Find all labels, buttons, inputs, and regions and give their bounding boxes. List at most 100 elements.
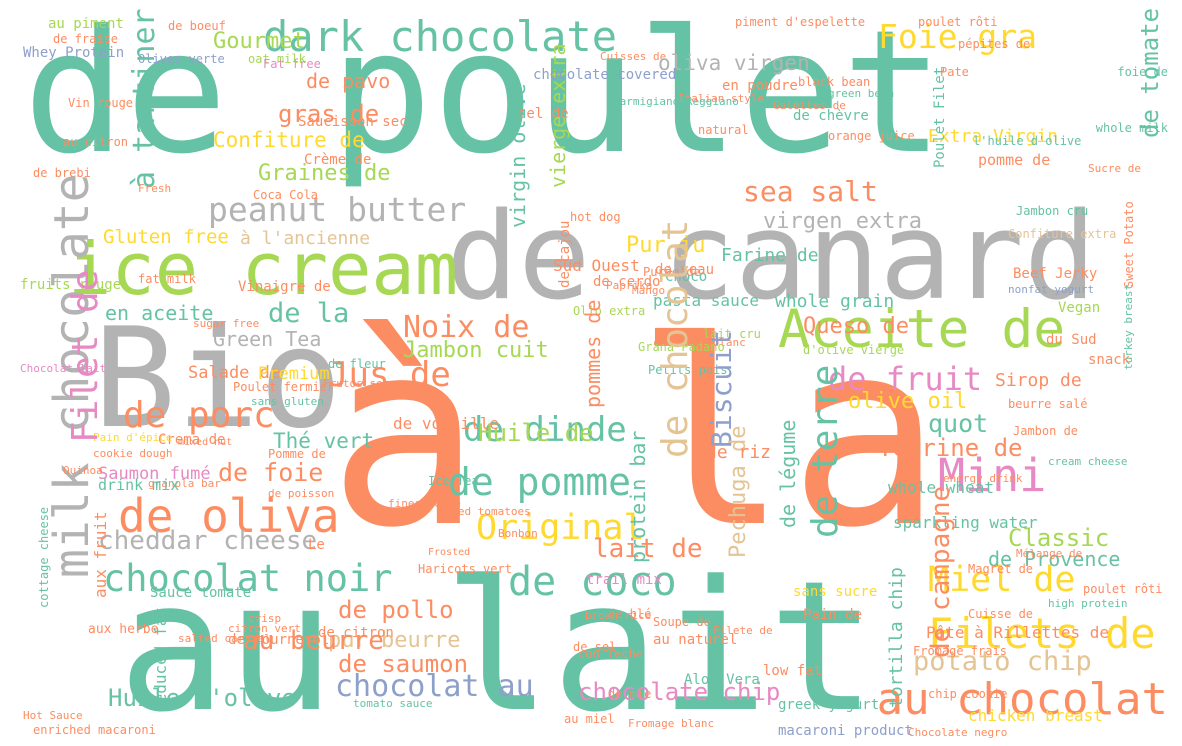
word-huile-de: Huile de: [478, 419, 594, 447]
word-pommes-de: pommes de: [581, 299, 605, 408]
word-pur-beurre: pur beurre: [328, 628, 461, 653]
word-sel-de: sel de: [518, 106, 569, 122]
word-de-poisson: de poisson: [268, 487, 335, 500]
word-potato-chip: potato chip: [913, 646, 1092, 677]
word-chocolat-blanc: chocolat blanc: [653, 336, 746, 349]
word-salted-caramel: salted caramel: [178, 632, 271, 645]
word-pain-de: Pain de: [803, 607, 863, 623]
word-vin-rouge: Vin rouge: [68, 96, 134, 110]
word-de-fleur: de fleur: [328, 357, 386, 371]
word-pepites-de: pépites de: [958, 37, 1031, 51]
word-frutos-secos: Frutos secos: [323, 377, 403, 390]
word-fromage-blanc: Fromage blanc: [628, 717, 715, 730]
word-jambon-de: Jambon de: [1013, 424, 1079, 438]
word-au-miel: au miel: [564, 712, 615, 726]
word-farine-de: Farine de: [721, 245, 819, 266]
word-quinoa: Quinoa: [63, 464, 103, 477]
word-en-aceite: en aceite: [105, 301, 214, 325]
word-de-legume: de légume: [776, 419, 800, 528]
word-low-fat: low fat: [763, 663, 823, 679]
word-de-pavo: de pavo: [306, 69, 391, 93]
word-de-tournesol: de tournesol: [228, 632, 330, 648]
word-chocolate-chip: chocolate chip: [578, 678, 781, 706]
word-pur-ju: Pur ju: [626, 233, 706, 258]
word-de-saumon: de saumon: [338, 650, 469, 678]
word-fresh: Fresh: [138, 182, 172, 195]
word-a-tartiner: à tartiner: [127, 8, 162, 189]
word-foie-gra: Foie gra: [878, 17, 1037, 56]
word-lait-de: lait de: [593, 534, 703, 564]
word-de-oliva: de oliva: [118, 489, 340, 543]
word-mixed-nut: mixed nut: [178, 437, 233, 448]
word-jambon-cru: Jambon cru: [1016, 204, 1089, 218]
word-jus-de: Jus de: [328, 355, 451, 395]
word-de-volaille: de volaille: [393, 414, 499, 433]
word-cloud: de poulet à la au lait de canard Bio ice crea…: [8, 8, 1168, 738]
word-au-piment: au piment: [48, 16, 124, 32]
word-bio: Bio: [93, 298, 343, 459]
word-sud-ouest: Sud Ouest: [553, 256, 640, 275]
word-vierge-extra: vierge extra: [546, 43, 570, 189]
word-terrine-de: Terrine de: [878, 434, 1023, 462]
word-galettes-de: Galettes de: [773, 99, 846, 112]
word-quot: quot: [928, 409, 989, 438]
word-turkey-breast: turkey breast: [1122, 283, 1135, 370]
word-de-boeuf: de boeuf: [168, 19, 226, 33]
word-whole-grain: whole grain: [775, 291, 895, 312]
word-green-tea: Green Tea: [213, 327, 322, 351]
word-de-porc: de porc: [123, 395, 275, 436]
word-olives-verte: Olives verte: [138, 52, 225, 66]
word-filets-de: Filets de: [928, 609, 1156, 658]
word-sparkling-water: sparkling water: [893, 513, 1038, 532]
word-frosted: Frosted: [428, 547, 471, 558]
word-soupe-de: Soupe de: [653, 615, 711, 629]
word-citron-vert: citron vert: [228, 622, 301, 635]
word-du-sud: du Sud: [1046, 332, 1097, 348]
word-dark-chocolate: dark chocolate: [263, 12, 618, 61]
word-au-citron: au citron: [63, 135, 129, 149]
word-the-vert: Thé vert: [273, 429, 375, 453]
word-en-poudre: en poudre: [722, 78, 798, 94]
word-de-cerdo: de cerdo: [593, 274, 661, 290]
word-puree-de: Purée de: [643, 265, 701, 279]
word-macaroni-product: macaroni product: [778, 723, 913, 738]
word-pasta-sauce: pasta sauce: [653, 291, 759, 310]
word-high-protein: high protein: [1048, 597, 1128, 610]
word-chocolat-lait: Chocolat lait: [20, 362, 107, 375]
word-melange-de: Mélange de: [1016, 547, 1083, 560]
word-beef-jerky: Beef Jerky: [1013, 266, 1098, 282]
word-fat-milk: fat milk: [138, 272, 196, 286]
word-gluten-free: Gluten free: [103, 226, 229, 248]
word-salade-de: Salade de: [188, 363, 281, 383]
word-confiture-de: Confiture de: [213, 128, 365, 152]
word-sea-salt: sea salt: [743, 175, 878, 208]
word-de-pomme: de pomme: [448, 460, 632, 504]
word-foie-de: foie de: [1117, 65, 1168, 79]
word-crema-de: Crema de: [158, 432, 226, 448]
word-hot-sauce: Hot Sauce: [23, 709, 83, 722]
word-de-fruit: de fruit: [828, 360, 983, 398]
word-aloe-vera: Aloe Vera: [684, 672, 760, 688]
word-sweet-potato: Sweet Potato: [1122, 201, 1136, 288]
word-pate-a-rillettes-de: Pâte à Rillettes de: [926, 623, 1110, 642]
word-choco: Choco: [665, 269, 708, 285]
word-creme-de: Crème de: [304, 152, 372, 168]
word-au-beurre: au beurre: [243, 626, 384, 656]
word-virgin-olive: virgin olive: [506, 83, 530, 229]
word-granola-bar: granola bar: [148, 477, 221, 490]
word-con-leche: con leche: [578, 647, 644, 661]
word-brown-rice: brown rice: [585, 609, 652, 622]
word-olive-oil: olive oil: [848, 389, 968, 414]
word-italian-style: Italian style: [678, 92, 765, 105]
word-petits-pois: Petits pois: [648, 363, 728, 377]
word-orange-juice: orange juice: [828, 129, 915, 143]
word-greek-yogurt: greek yogurt: [778, 697, 880, 713]
word-green-bean: green bean: [828, 87, 895, 100]
word-olio-extra: Olio extra: [573, 304, 646, 318]
word-de-provence: de Provence: [988, 547, 1121, 571]
word-filet-de: Filet de: [65, 269, 106, 443]
word-whey-protein: Whey Protein: [23, 45, 125, 61]
word-trail-mix: trail mix: [586, 572, 662, 588]
word-aux-herbe: aux herbe: [88, 622, 159, 637]
word-peanut-butter: peanut butter: [208, 190, 467, 229]
